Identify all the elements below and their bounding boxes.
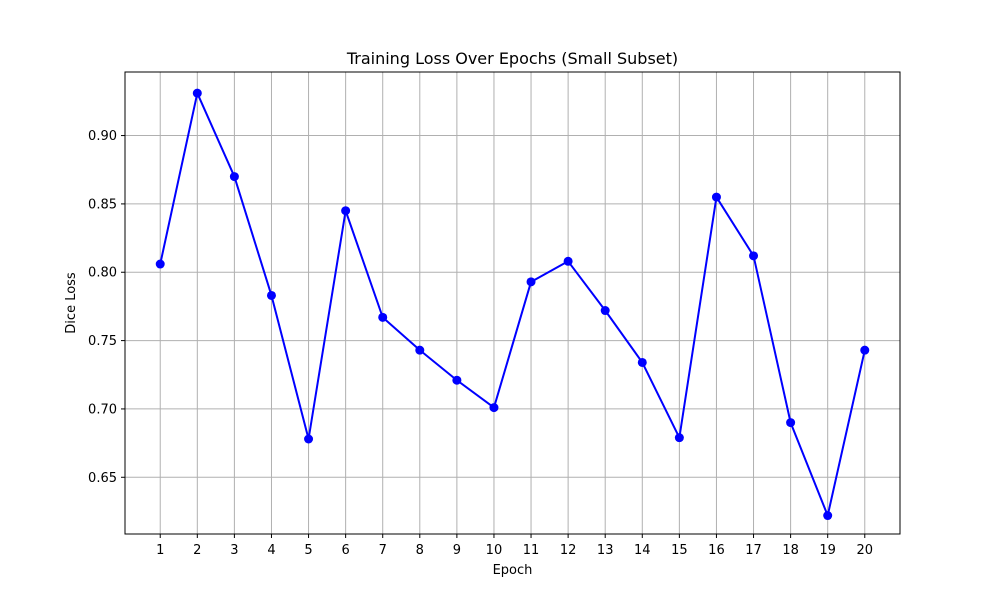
y-tick-label: 0.65 (88, 471, 117, 486)
x-tick-label: 11 (523, 543, 540, 558)
x-tick-label: 3 (230, 543, 238, 558)
data-point-marker (192, 88, 202, 98)
data-point-marker (711, 192, 721, 202)
x-axis-title: Epoch (493, 563, 533, 578)
x-tick-label: 2 (193, 543, 201, 558)
data-point-marker (489, 403, 499, 413)
y-axis-title: Dice Loss (64, 272, 79, 334)
x-tick-label: 12 (560, 543, 577, 558)
data-point-marker (341, 206, 351, 216)
data-point-marker (823, 511, 833, 521)
series-line (159, 92, 866, 517)
data-point-marker (526, 277, 536, 287)
x-tick-label: 14 (634, 543, 651, 558)
x-tick-label: 6 (341, 543, 349, 558)
y-tick-label: 0.85 (88, 197, 117, 212)
x-tick-label: 9 (453, 543, 461, 558)
axis-ticks: 1 2 3 4 5 6 7 8 9 10 11 12 13 14 15 16 17 18 19 200.650.700… (88, 129, 873, 558)
data-point-marker (452, 375, 462, 385)
y-tick-label: 0.80 (88, 266, 117, 281)
x-tick-label: 8 (416, 543, 424, 558)
data-point-marker (600, 306, 610, 316)
x-tick-label: 15 (671, 543, 688, 558)
x-tick-label: 13 (597, 543, 614, 558)
data-point-marker (378, 312, 388, 322)
data-point-marker (674, 433, 684, 443)
x-tick-label: 17 (745, 543, 762, 558)
data-point-marker (266, 290, 276, 300)
x-tick-label: 20 (856, 543, 873, 558)
y-tick-label: 0.90 (88, 129, 117, 144)
x-tick-label: 19 (819, 543, 836, 558)
x-tick-label: 16 (708, 543, 725, 558)
y-tick-label: 0.70 (88, 402, 117, 417)
x-tick-label: 7 (379, 543, 387, 558)
data-point-marker (155, 259, 165, 269)
data-point-marker (304, 434, 314, 444)
gridlines (125, 72, 900, 534)
data-point-marker (637, 357, 647, 367)
x-tick-label: 4 (267, 543, 275, 558)
x-tick-label: 1 (156, 543, 164, 558)
data-point-marker (786, 418, 796, 428)
data-point-marker (415, 345, 425, 355)
data-point-marker (860, 345, 870, 355)
series-layer (155, 88, 870, 521)
x-tick-label: 10 (486, 543, 503, 558)
y-tick-label: 0.75 (88, 334, 117, 349)
data-point-marker (563, 256, 573, 266)
plot-frame (124, 71, 901, 535)
x-tick-label: 5 (304, 543, 312, 558)
x-tick-label: 18 (782, 543, 799, 558)
data-point-marker (229, 172, 239, 182)
chart-title: Training Loss Over Epochs (Small Subset) (346, 49, 678, 68)
data-point-marker (749, 251, 759, 261)
